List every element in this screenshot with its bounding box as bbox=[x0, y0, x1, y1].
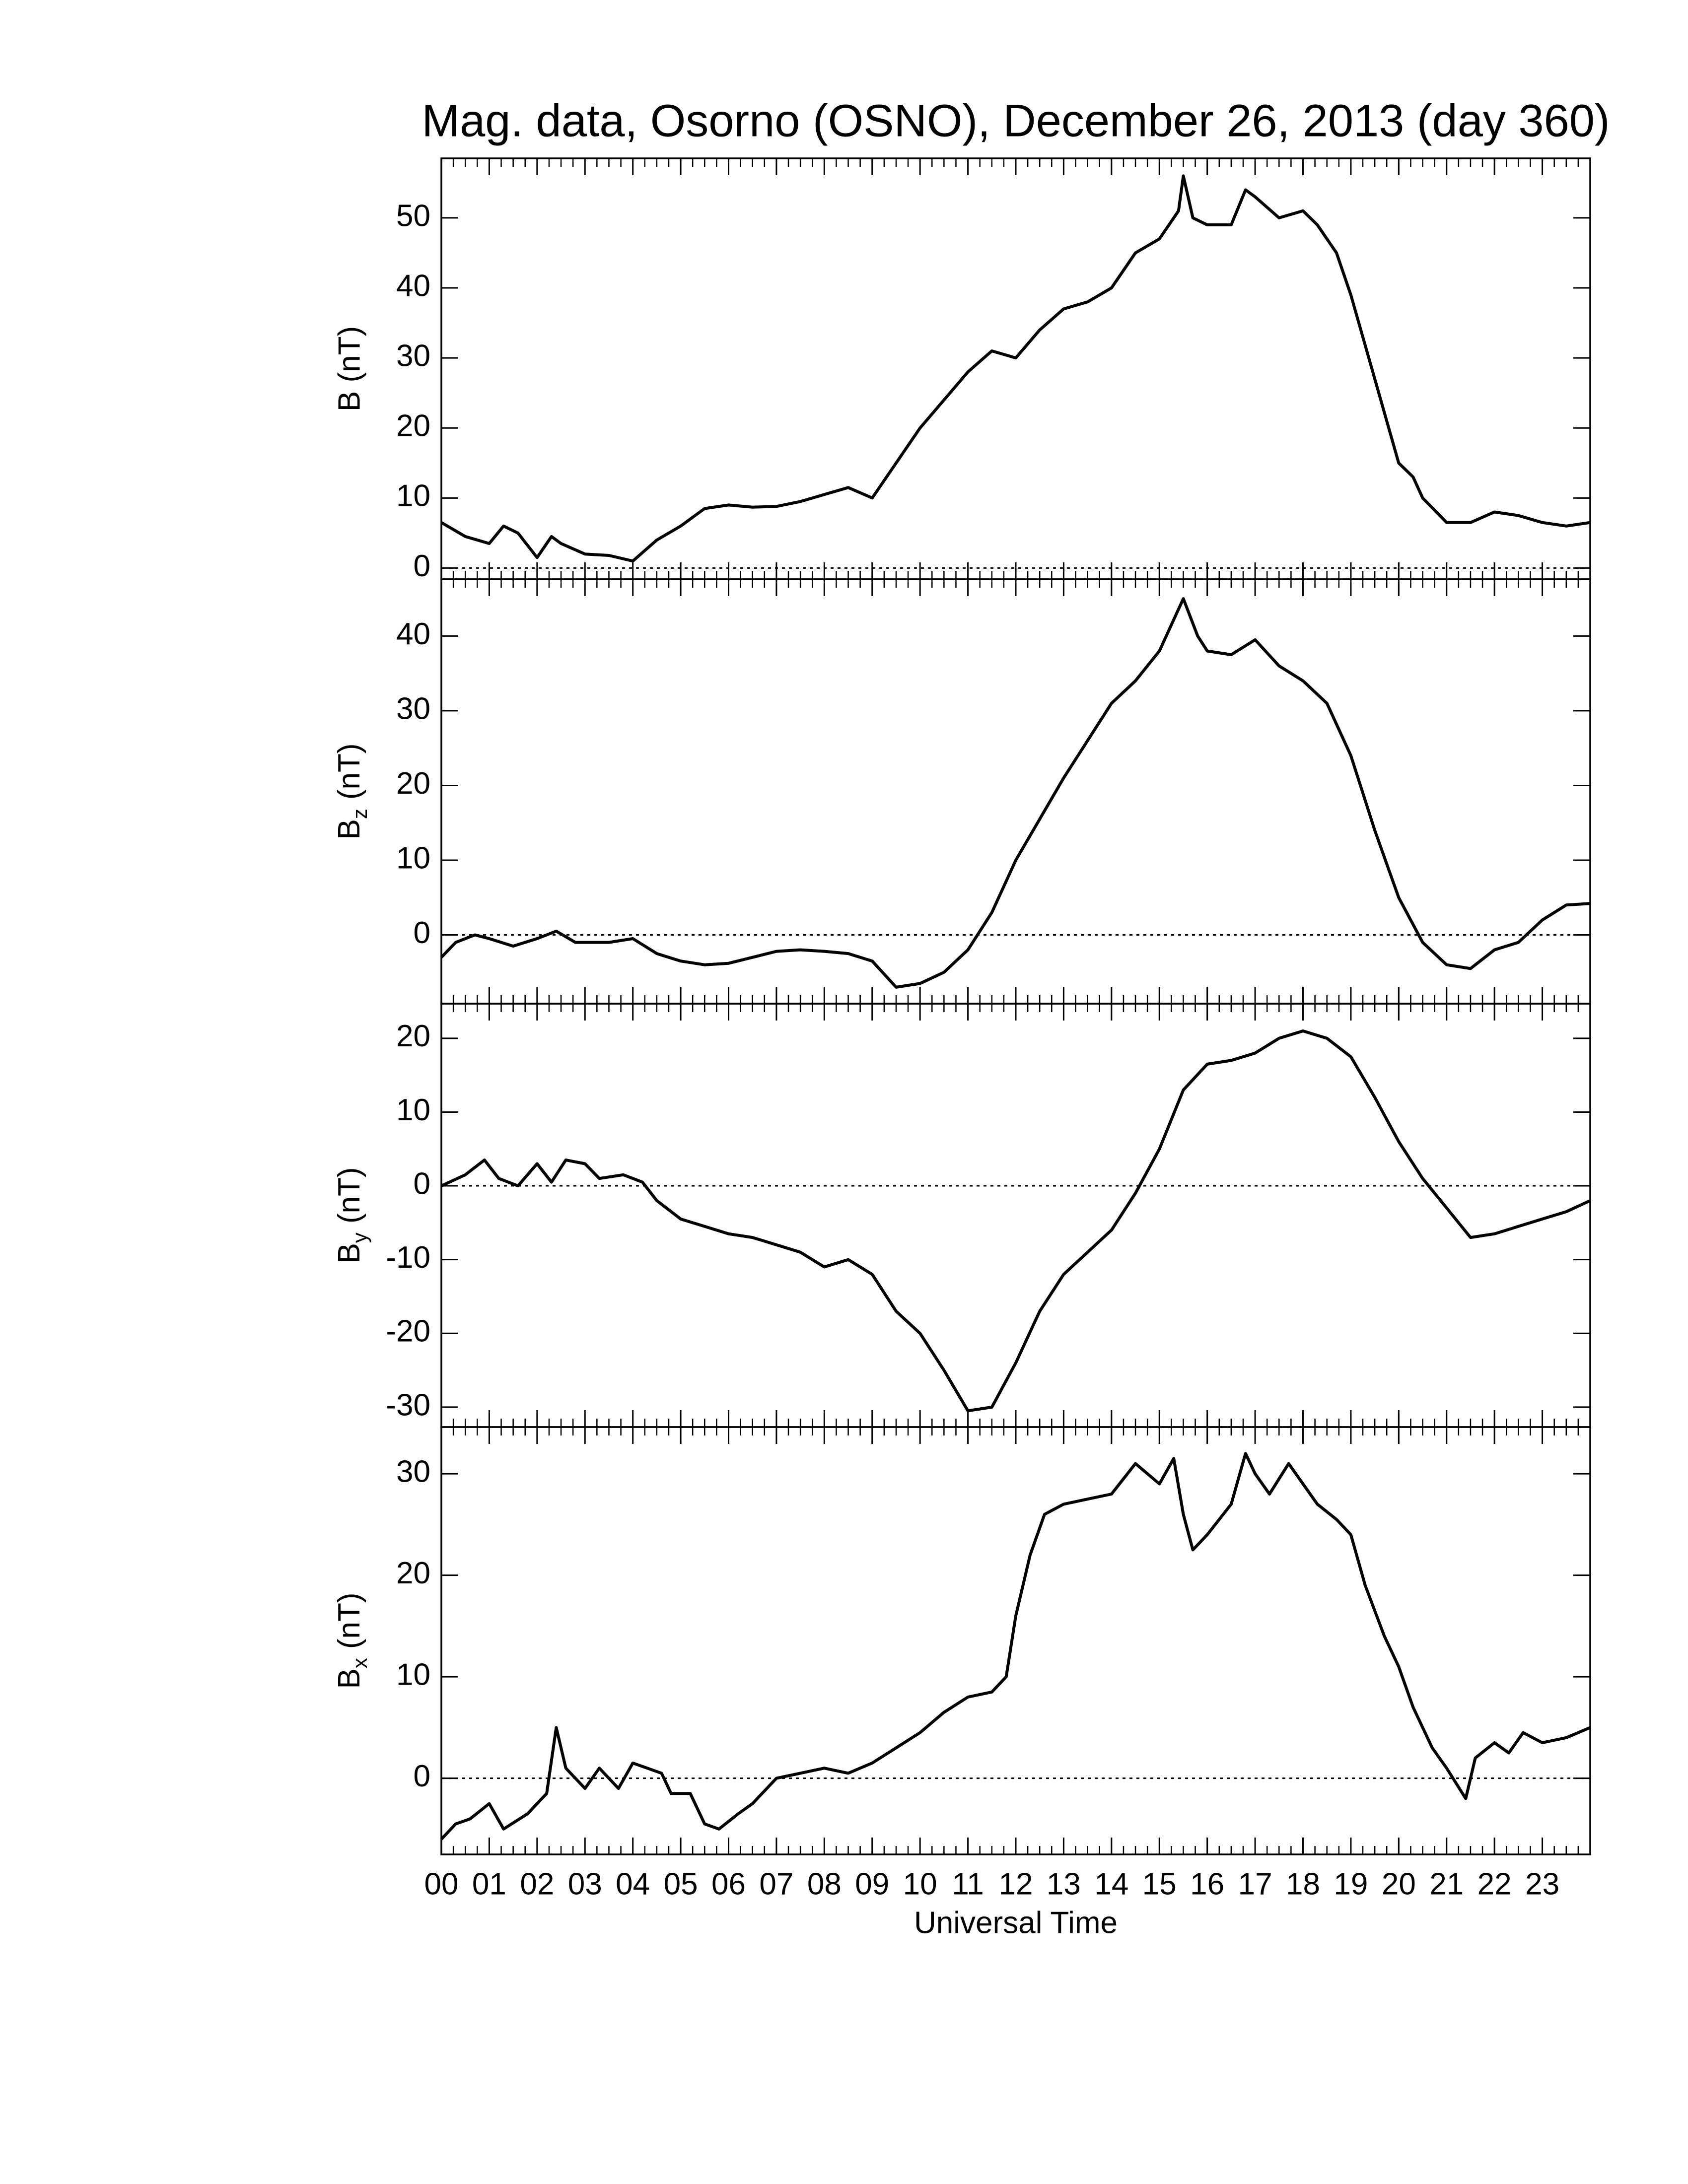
y-tick-label: 40 bbox=[396, 617, 430, 651]
x-tick-label: 22 bbox=[1477, 1867, 1512, 1901]
x-tick-label: 20 bbox=[1382, 1867, 1416, 1901]
x-tick-label: 23 bbox=[1525, 1867, 1559, 1901]
x-tick-label: 16 bbox=[1190, 1867, 1224, 1901]
y-tick-label: -20 bbox=[386, 1314, 430, 1349]
x-tick-label: 09 bbox=[855, 1867, 889, 1901]
x-tick-label: 04 bbox=[616, 1867, 650, 1901]
x-tick-label: 06 bbox=[711, 1867, 746, 1901]
y-axis-label-unit: (nT) bbox=[332, 1592, 366, 1649]
y-tick-label: -30 bbox=[386, 1388, 430, 1422]
data-line bbox=[440, 597, 1591, 989]
x-tick-label: 14 bbox=[1094, 1867, 1128, 1901]
y-tick-label: 20 bbox=[396, 1556, 430, 1590]
y-tick-label: -10 bbox=[386, 1240, 430, 1275]
x-tick-label: 13 bbox=[1047, 1867, 1081, 1901]
y-tick-label: 20 bbox=[396, 766, 430, 801]
x-tick-label: 10 bbox=[903, 1867, 937, 1901]
y-tick-label: 30 bbox=[396, 339, 430, 373]
y-axis-label-sub: y bbox=[348, 1232, 371, 1243]
plot-frame bbox=[440, 1426, 1591, 1855]
x-tick-label: 02 bbox=[520, 1867, 554, 1901]
x-tick-label: 21 bbox=[1429, 1867, 1464, 1901]
y-axis-label-main: B bbox=[332, 1243, 366, 1263]
x-tick-label: 05 bbox=[664, 1867, 698, 1901]
chart-title: Mag. data, Osorno (OSNO), December 26, 2… bbox=[422, 95, 1610, 146]
y-tick-label: 40 bbox=[396, 269, 430, 303]
x-tick-label: 12 bbox=[999, 1867, 1033, 1901]
x-tick-label: 19 bbox=[1334, 1867, 1368, 1901]
data-line bbox=[440, 1452, 1591, 1841]
x-tick-label: 08 bbox=[807, 1867, 842, 1901]
y-axis-label-sub: z bbox=[348, 809, 371, 819]
y-axis-label-unit: (nT) bbox=[332, 743, 366, 800]
y-tick-label: 0 bbox=[414, 549, 430, 583]
y-tick-label: 30 bbox=[396, 691, 430, 726]
y-axis-label: B (nT) bbox=[332, 326, 366, 411]
y-axis-label-main: B bbox=[332, 1668, 366, 1689]
y-axis-label: Bx (nT) bbox=[332, 1592, 371, 1689]
y-tick-label: 10 bbox=[396, 841, 430, 875]
y-tick-label: 0 bbox=[414, 916, 430, 950]
y-axis-label-unit: (nT) bbox=[332, 1167, 366, 1224]
y-tick-label: 30 bbox=[396, 1454, 430, 1489]
y-axis-label: By (nT) bbox=[332, 1167, 371, 1263]
x-axis-label: Universal Time bbox=[914, 1906, 1118, 1940]
y-tick-label: 10 bbox=[396, 479, 430, 513]
y-axis-label-sub: x bbox=[348, 1658, 371, 1668]
x-tick-label: 01 bbox=[472, 1867, 506, 1901]
x-tick-label: 07 bbox=[759, 1867, 793, 1901]
y-tick-label: 10 bbox=[396, 1657, 430, 1692]
y-axis-label: Bz (nT) bbox=[332, 743, 371, 839]
y-tick-label: 0 bbox=[414, 1759, 430, 1793]
data-line bbox=[440, 1029, 1591, 1413]
x-tick-label: 15 bbox=[1142, 1867, 1177, 1901]
x-tick-label: 03 bbox=[568, 1867, 602, 1901]
x-tick-label: 18 bbox=[1286, 1867, 1320, 1901]
y-tick-label: 0 bbox=[414, 1166, 430, 1201]
y-axis-label-main: B bbox=[332, 819, 366, 839]
x-tick-label: 00 bbox=[424, 1867, 459, 1901]
y-tick-label: 10 bbox=[396, 1093, 430, 1127]
y-tick-label: 20 bbox=[396, 1019, 430, 1053]
data-line bbox=[440, 174, 1591, 563]
x-tick-label: 17 bbox=[1238, 1867, 1272, 1901]
y-tick-label: 50 bbox=[396, 199, 430, 233]
x-tick-label: 11 bbox=[952, 1867, 984, 1901]
y-tick-label: 20 bbox=[396, 409, 430, 443]
